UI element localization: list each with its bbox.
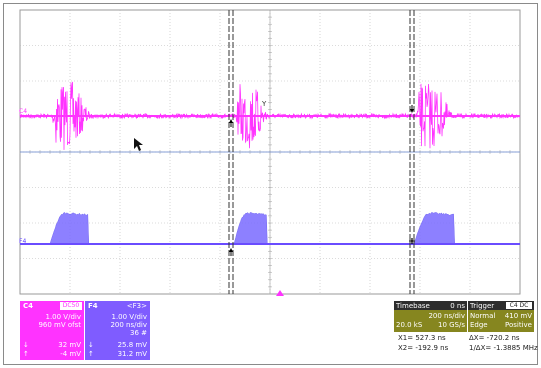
trigger-slope: Positive <box>505 321 532 329</box>
c4-meas1: 32 mV <box>58 341 81 349</box>
trace-f4-label: F4 <box>19 238 26 245</box>
f4-title: F4 <box>88 302 98 310</box>
trigger-level: 410 mV <box>504 312 532 320</box>
cursor-marker-label: Y <box>261 100 267 108</box>
cursor-inv-dx: 1/ΔX= -1.3885 MHz <box>469 344 538 352</box>
trigger-arrow-icon[interactable] <box>276 290 284 296</box>
trigger-mode: Normal <box>470 312 496 320</box>
f4-count: 36 # <box>130 329 147 337</box>
trigger-title: Trigger <box>470 302 495 310</box>
cursor-dx: ΔX= -720.2 ns <box>469 334 520 342</box>
c4-meas2: -4 mV <box>60 350 81 358</box>
timebase-delay: 0 ns <box>450 302 465 310</box>
c4-offset: 960 mV ofst <box>38 321 81 329</box>
function-f4-panel[interactable]: F4 <F3> 1.00 V/div 200 ns/div 36 # ↓ 25.… <box>85 301 150 360</box>
trace-f4 <box>20 212 520 245</box>
c4-meas1-icon: ↓ <box>23 341 29 349</box>
f4-meas1: 25.8 mV <box>117 341 147 349</box>
f4-meas2: 31.2 mV <box>117 350 147 358</box>
cursor-x1: X1= 527.3 ns <box>398 334 446 342</box>
c4-vdiv: 1.00 V/div <box>45 313 82 321</box>
channel-c4-panel[interactable]: C4 DC50 1.00 V/div 960 mV ofst ↓ 32 mV ↑… <box>20 301 84 360</box>
timebase-header <box>394 301 467 310</box>
f4-source: <F3> <box>126 302 147 310</box>
trigger-type: Edge <box>470 321 488 329</box>
c4-title: C4 <box>23 302 34 310</box>
timebase-samples: 20.0 kS <box>396 321 423 329</box>
trigger-panel[interactable]: Trigger C4 DC Normal 410 mV Edge Positiv… <box>468 301 534 332</box>
trigger-header <box>468 301 534 310</box>
f4-tdiv: 200 ns/div <box>110 321 147 329</box>
cursor-lines[interactable] <box>228 10 415 294</box>
f4-vdiv: 1.00 V/div <box>111 313 148 321</box>
cursor-x2: X2= -192.9 ns <box>398 344 449 352</box>
cursor-readout: X1= 527.3 ns ΔX= -720.2 ns X2= -192.9 ns… <box>394 333 538 361</box>
timebase-title: Timebase <box>396 302 430 310</box>
timebase-panel[interactable]: Timebase 0 ns 200 ns/div 20.0 kS 10 GS/s <box>394 301 467 332</box>
f4-meas1-icon: ↓ <box>88 341 94 349</box>
trigger-source-badge: C4 DC <box>506 302 532 309</box>
timebase-tdiv: 200 ns/div <box>428 312 465 320</box>
trace-c4-label: C4 <box>19 108 27 115</box>
c4-meas2-icon: ↑ <box>23 350 29 358</box>
timebase-rate: 10 GS/s <box>437 321 465 329</box>
c4-coupling-badge: DC50 <box>60 302 82 310</box>
mouse-pointer-icon <box>134 138 143 151</box>
svg-text:Y: Y <box>261 100 267 108</box>
f4-meas2-icon: ↑ <box>88 350 94 358</box>
trace-c4 <box>19 81 521 153</box>
